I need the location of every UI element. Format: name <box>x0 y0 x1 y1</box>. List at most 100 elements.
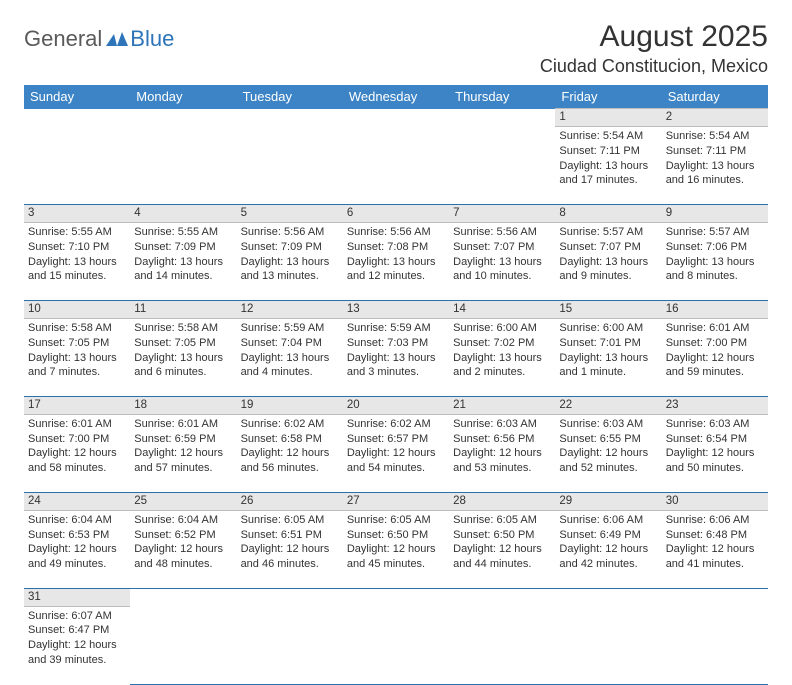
day-number-blank <box>449 109 555 127</box>
day-number-24: 24 <box>24 492 130 510</box>
sunrise-line: Sunrise: 5:58 AM <box>134 321 232 336</box>
day-number-28: 28 <box>449 492 555 510</box>
day-cell-18: Sunrise: 6:01 AMSunset: 6:59 PMDaylight:… <box>130 414 236 492</box>
day-number-21: 21 <box>449 396 555 414</box>
day-cell-3: Sunrise: 5:55 AMSunset: 7:10 PMDaylight:… <box>24 222 130 300</box>
sunset-line: Sunset: 6:54 PM <box>666 432 764 447</box>
weekday-sunday: Sunday <box>24 85 130 109</box>
daylight-line: Daylight: 13 hours and 3 minutes. <box>347 351 445 381</box>
day-cell-25: Sunrise: 6:04 AMSunset: 6:52 PMDaylight:… <box>130 510 236 588</box>
sunset-line: Sunset: 7:05 PM <box>28 336 126 351</box>
sunset-line: Sunset: 6:49 PM <box>559 528 657 543</box>
day-number-16: 16 <box>662 300 768 318</box>
day-cell-22: Sunrise: 6:03 AMSunset: 6:55 PMDaylight:… <box>555 414 661 492</box>
day-number-23: 23 <box>662 396 768 414</box>
daylight-line: Daylight: 13 hours and 8 minutes. <box>666 255 764 285</box>
sunrise-line: Sunrise: 5:55 AM <box>28 225 126 240</box>
sunrise-line: Sunrise: 5:56 AM <box>347 225 445 240</box>
day-cell-7: Sunrise: 5:56 AMSunset: 7:07 PMDaylight:… <box>449 222 555 300</box>
daylight-line: Daylight: 13 hours and 13 minutes. <box>241 255 339 285</box>
sunrise-line: Sunrise: 6:00 AM <box>453 321 551 336</box>
day-cell-2: Sunrise: 5:54 AMSunset: 7:11 PMDaylight:… <box>662 126 768 204</box>
daylight-line: Daylight: 12 hours and 50 minutes. <box>666 446 764 476</box>
day-number-blank <box>662 588 768 606</box>
daynum-row: 3456789 <box>24 204 768 222</box>
sunset-line: Sunset: 7:05 PM <box>134 336 232 351</box>
day-number-blank <box>343 109 449 127</box>
sunset-line: Sunset: 7:07 PM <box>559 240 657 255</box>
day-number-3: 3 <box>24 204 130 222</box>
sunset-line: Sunset: 7:10 PM <box>28 240 126 255</box>
daylight-line: Daylight: 12 hours and 52 minutes. <box>559 446 657 476</box>
day-cell-29: Sunrise: 6:06 AMSunset: 6:49 PMDaylight:… <box>555 510 661 588</box>
sunrise-line: Sunrise: 6:05 AM <box>347 513 445 528</box>
detail-row: Sunrise: 5:55 AMSunset: 7:10 PM Daylight:… <box>24 222 768 300</box>
sunrise-line: Sunrise: 6:01 AM <box>28 417 126 432</box>
day-cell-16: Sunrise: 6:01 AMSunset: 7:00 PMDaylight:… <box>662 318 768 396</box>
sunrise-line: Sunrise: 5:57 AM <box>666 225 764 240</box>
sunrise-line: Sunrise: 5:59 AM <box>241 321 339 336</box>
daylight-line: Daylight: 12 hours and 59 minutes. <box>666 351 764 381</box>
day-number-2: 2 <box>662 109 768 127</box>
sunrise-line: Sunrise: 5:57 AM <box>559 225 657 240</box>
daylight-line: Daylight: 13 hours and 6 minutes. <box>134 351 232 381</box>
sunset-line: Sunset: 6:59 PM <box>134 432 232 447</box>
day-cell-empty <box>237 126 343 204</box>
sunrise-line: Sunrise: 5:56 AM <box>241 225 339 240</box>
detail-row: Sunrise: 5:54 AMSunset: 7:11 PMDaylight:… <box>24 126 768 204</box>
sunset-line: Sunset: 7:04 PM <box>241 336 339 351</box>
header: General Blue August 2025 Ciudad Constitu… <box>24 20 768 77</box>
daylight-line: Daylight: 12 hours and 54 minutes. <box>347 446 445 476</box>
sunrise-line: Sunrise: 6:02 AM <box>241 417 339 432</box>
day-cell-17: Sunrise: 6:01 AMSunset: 7:00 PMDaylight:… <box>24 414 130 492</box>
day-cell-1: Sunrise: 5:54 AMSunset: 7:11 PMDaylight:… <box>555 126 661 204</box>
day-number-30: 30 <box>662 492 768 510</box>
detail-row: Sunrise: 6:07 AMSunset: 6:47 PMDaylight:… <box>24 606 768 684</box>
day-cell-6: Sunrise: 5:56 AMSunset: 7:08 PMDaylight:… <box>343 222 449 300</box>
sunset-line: Sunset: 6:57 PM <box>347 432 445 447</box>
daynum-row: 12 <box>24 109 768 127</box>
day-cell-5: Sunrise: 5:56 AMSunset: 7:09 PMDaylight:… <box>237 222 343 300</box>
day-cell-9: Sunrise: 5:57 AMSunset: 7:06 PMDaylight:… <box>662 222 768 300</box>
sunrise-line: Sunrise: 6:03 AM <box>666 417 764 432</box>
calendar-head: SundayMondayTuesdayWednesdayThursdayFrid… <box>24 85 768 109</box>
sunrise-line: Sunrise: 5:54 AM <box>666 129 764 144</box>
day-number-19: 19 <box>237 396 343 414</box>
weekday-wednesday: Wednesday <box>343 85 449 109</box>
day-cell-10: Sunrise: 5:58 AMSunset: 7:05 PMDaylight:… <box>24 318 130 396</box>
day-cell-15: Sunrise: 6:00 AMSunset: 7:01 PMDaylight:… <box>555 318 661 396</box>
sunrise-line: Sunrise: 6:03 AM <box>559 417 657 432</box>
day-cell-19: Sunrise: 6:02 AMSunset: 6:58 PMDaylight:… <box>237 414 343 492</box>
day-cell-empty <box>24 126 130 204</box>
daylight-line: Daylight: 12 hours and 39 minutes. <box>28 638 126 668</box>
day-cell-21: Sunrise: 6:03 AMSunset: 6:56 PMDaylight:… <box>449 414 555 492</box>
day-number-9: 9 <box>662 204 768 222</box>
daynum-row: 17181920212223 <box>24 396 768 414</box>
sunrise-line: Sunrise: 6:01 AM <box>134 417 232 432</box>
daylight-line: Daylight: 13 hours and 12 minutes. <box>347 255 445 285</box>
day-number-22: 22 <box>555 396 661 414</box>
day-number-blank <box>130 588 236 606</box>
daylight-line: Daylight: 12 hours and 46 minutes. <box>241 542 339 572</box>
sunset-line: Sunset: 6:51 PM <box>241 528 339 543</box>
daylight-line: Daylight: 13 hours and 14 minutes. <box>134 255 232 285</box>
day-number-5: 5 <box>237 204 343 222</box>
daylight-line: Daylight: 12 hours and 49 minutes. <box>28 542 126 572</box>
sunset-line: Sunset: 7:01 PM <box>559 336 657 351</box>
sunset-line: Sunset: 7:00 PM <box>666 336 764 351</box>
day-cell-8: Sunrise: 5:57 AMSunset: 7:07 PMDaylight:… <box>555 222 661 300</box>
detail-row: Sunrise: 6:01 AMSunset: 7:00 PMDaylight:… <box>24 414 768 492</box>
calendar-body: 12Sunrise: 5:54 AMSunset: 7:11 PMDayligh… <box>24 109 768 685</box>
sunrise-line: Sunrise: 6:05 AM <box>241 513 339 528</box>
sunrise-line: Sunrise: 6:06 AM <box>666 513 764 528</box>
daylight-line: Daylight: 12 hours and 44 minutes. <box>453 542 551 572</box>
day-cell-11: Sunrise: 5:58 AMSunset: 7:05 PMDaylight:… <box>130 318 236 396</box>
sunset-line: Sunset: 6:55 PM <box>559 432 657 447</box>
sunrise-line: Sunrise: 6:01 AM <box>666 321 764 336</box>
weekday-thursday: Thursday <box>449 85 555 109</box>
day-cell-24: Sunrise: 6:04 AMSunset: 6:53 PMDaylight:… <box>24 510 130 588</box>
daylight-line: Daylight: 13 hours and 10 minutes. <box>453 255 551 285</box>
sunset-line: Sunset: 7:11 PM <box>559 144 657 159</box>
day-cell-empty <box>662 606 768 684</box>
sunset-line: Sunset: 7:11 PM <box>666 144 764 159</box>
